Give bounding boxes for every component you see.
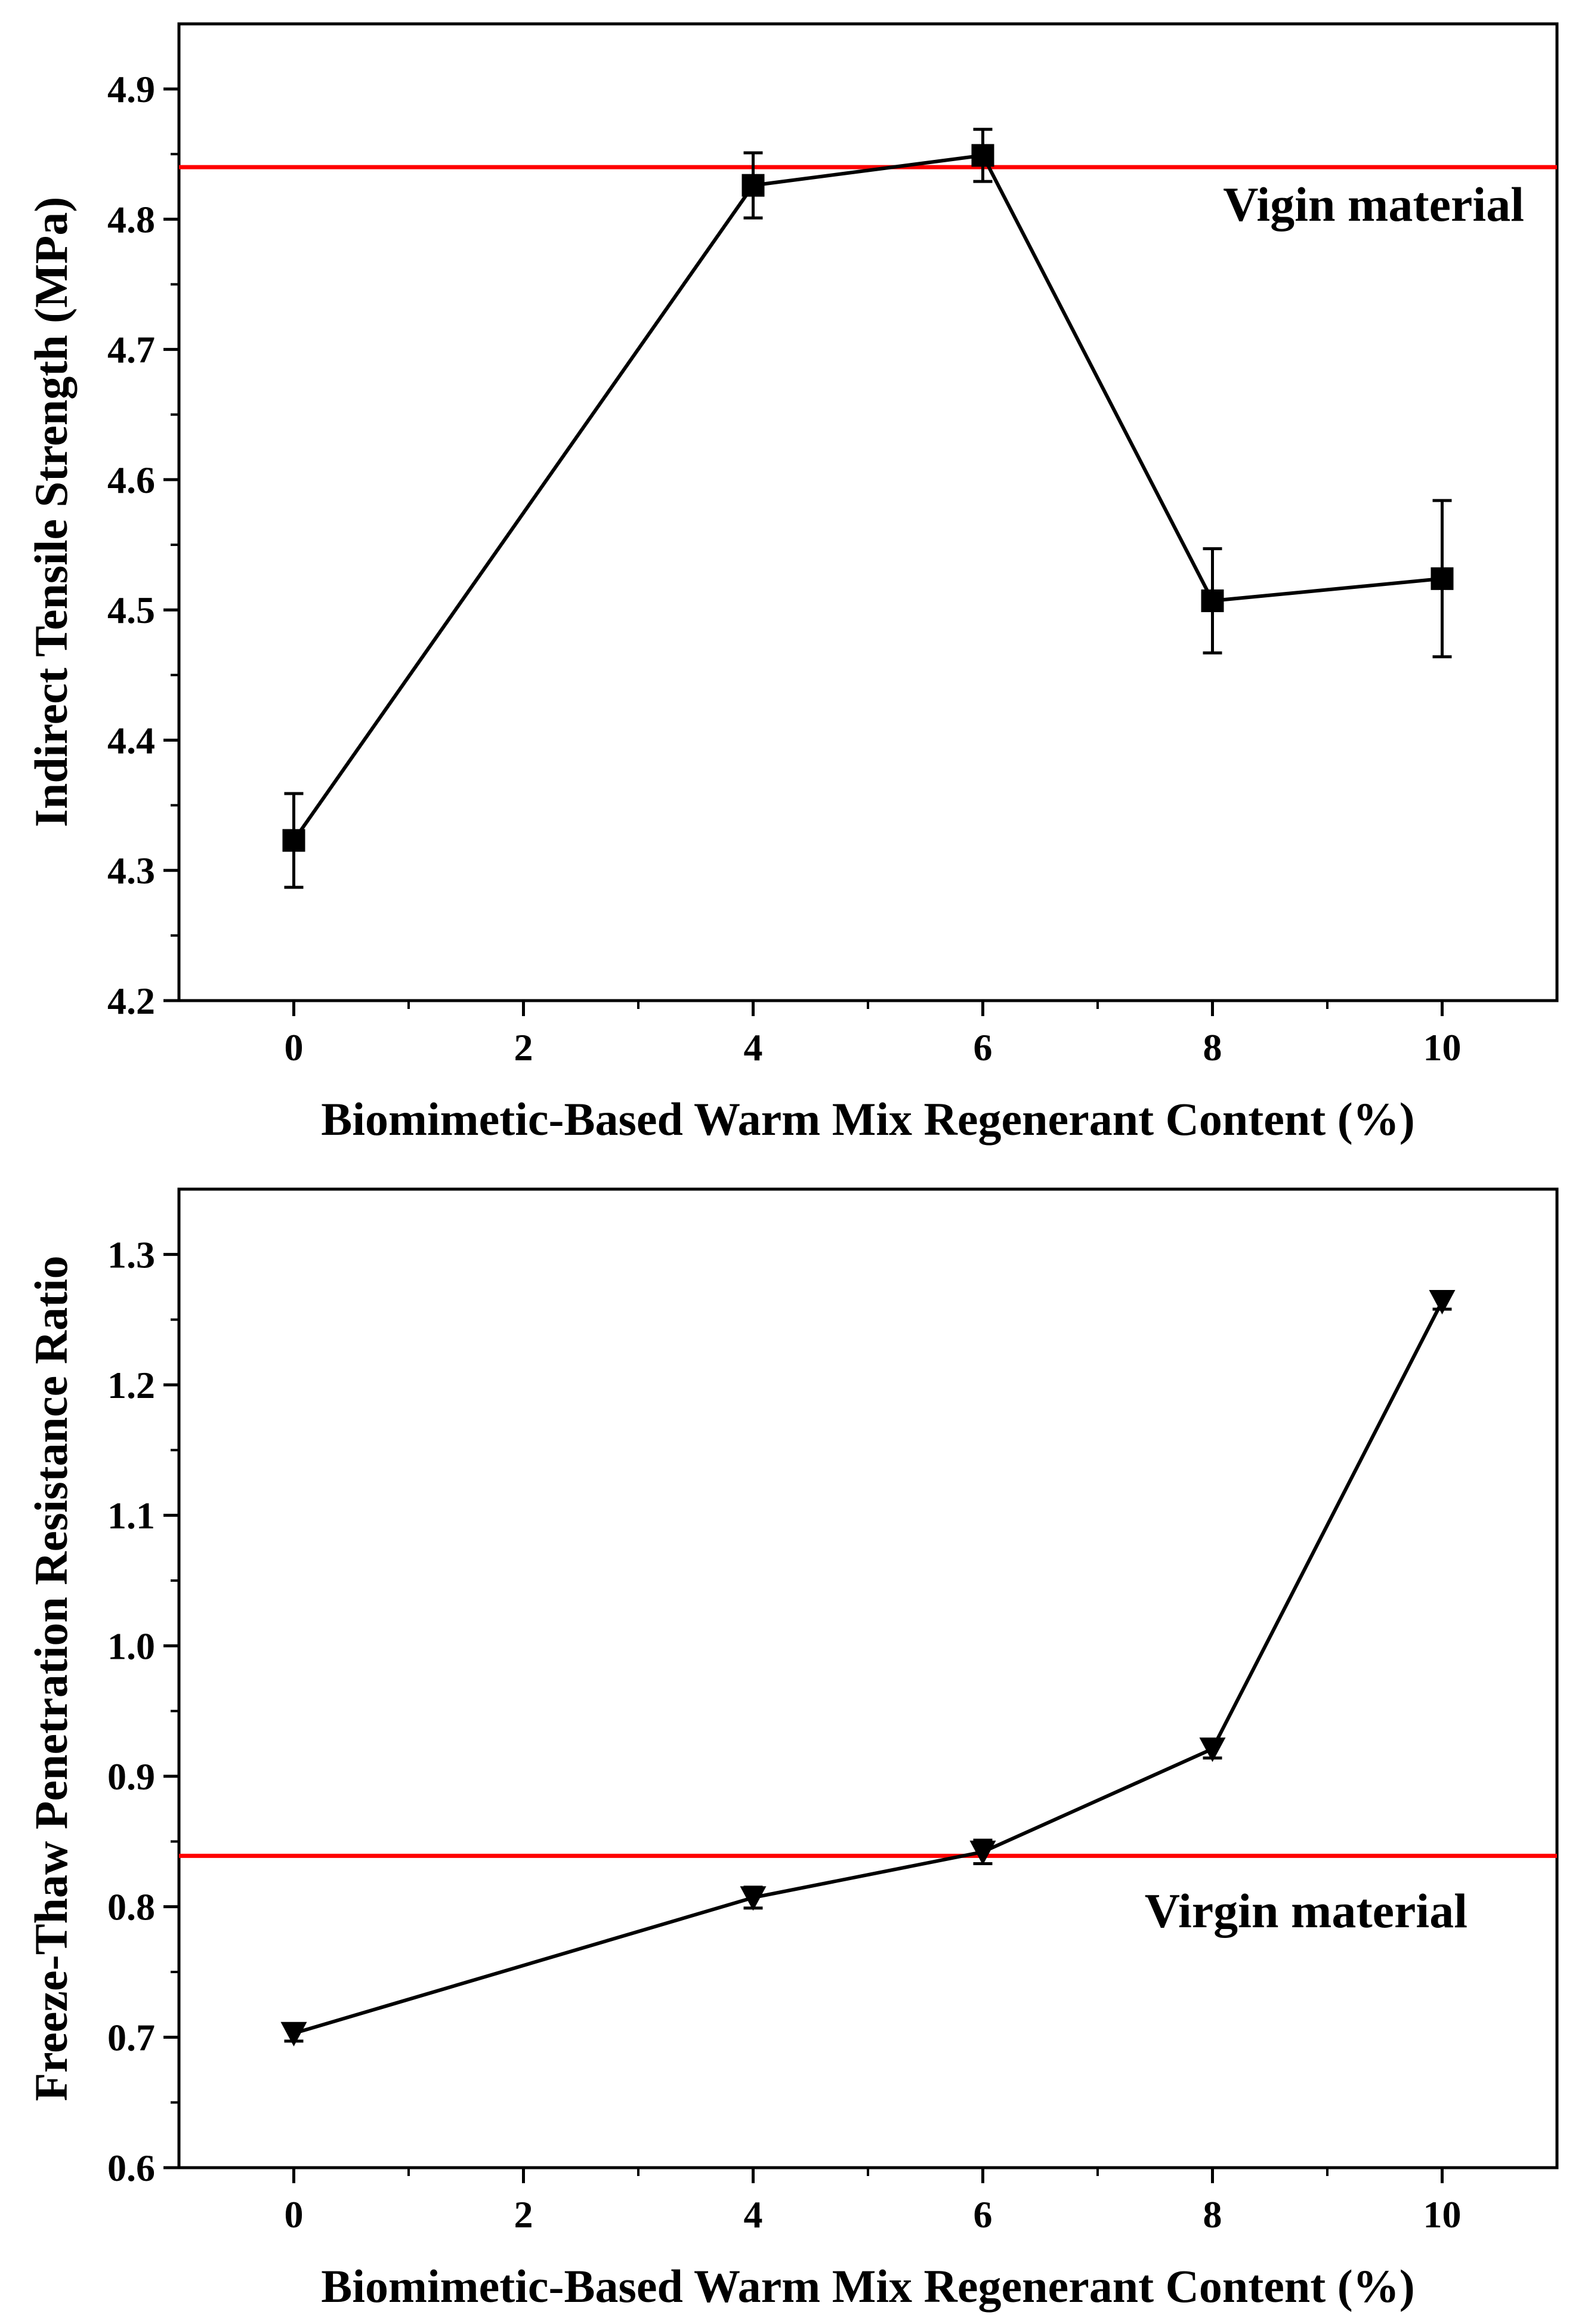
data-point	[971, 144, 994, 167]
data-point	[742, 174, 765, 197]
x-tick-label: 2	[514, 1026, 533, 1069]
x-tick-label: 8	[1203, 1026, 1222, 1069]
y-tick-label: 4.5	[107, 589, 155, 631]
x-tick-label: 4	[744, 2193, 763, 2236]
y-tick-label: 4.3	[107, 850, 155, 892]
x-tick-label: 0	[285, 1026, 304, 1069]
plot-frame	[177, 1187, 1559, 2169]
x-tick-label: 10	[1423, 1026, 1462, 1069]
axis-ticks: 0 2 4 6 8 10 0.6 0.7 0.8 0.9 1.0 1.1 1.2 1.3	[107, 1233, 1462, 2236]
axis-ticks: 0 2 4 6 8 10 4.2 4.3 4.4 4.5 4.6 4.7 4.8 4.9	[107, 68, 1462, 1069]
x-tick-label: 10	[1423, 2193, 1462, 2236]
y-tick-label: 1.2	[107, 1364, 155, 1406]
x-tick-label: 6	[974, 1026, 993, 1069]
panel-indirect-tensile-strength: 0 2 4 6 8 10 4.2 4.3 4.4 4.5 4.6 4.7 4.8 4.9 Vigin ma…	[25, 22, 1559, 1145]
x-axis-label: Biomimetic-Based Warm Mix Regenerant Con…	[321, 1093, 1414, 1145]
y-tick-label: 0.9	[107, 1755, 155, 1798]
data-point	[740, 1886, 767, 1911]
x-tick-label: 6	[974, 2193, 993, 2236]
reference-line-group: Vigin material	[179, 165, 1557, 232]
series-line	[292, 153, 1442, 842]
y-tick-label: 1.1	[107, 1495, 155, 1537]
data-point	[1199, 1737, 1226, 1763]
reference-line-label: Virgin material	[1145, 1884, 1467, 1938]
reference-line-group: Virgin material	[179, 1853, 1557, 1938]
data-point	[282, 829, 305, 852]
data-point	[1431, 567, 1454, 590]
y-tick-label: 0.6	[107, 2147, 155, 2189]
series-group	[280, 1290, 1456, 2047]
x-tick-label: 8	[1203, 2193, 1222, 2236]
y-tick-label: 4.9	[107, 68, 155, 110]
data-point	[280, 2021, 307, 2047]
panel-freeze-thaw-ratio: 0 2 4 6 8 10 0.6 0.7 0.8 0.9 1.0 1.1 1.2 1.3 Virgin m…	[25, 1187, 1559, 2312]
reference-line-label: Vigin material	[1223, 177, 1524, 232]
y-axis-label: Freeze-Thaw Penetration Resistance Ratio	[25, 1255, 77, 2101]
y-tick-label: 4.2	[107, 980, 155, 1022]
y-tick-label: 1.3	[107, 1233, 155, 1276]
y-tick-label: 4.8	[107, 198, 155, 240]
data-point	[1429, 1290, 1456, 1315]
data-point	[969, 1840, 996, 1865]
y-tick-label: 4.4	[107, 719, 155, 761]
y-axis-label: Indirect Tensile Strength (MPa)	[25, 197, 77, 828]
x-tick-label: 4	[744, 1026, 763, 1069]
y-tick-label: 0.7	[107, 2016, 155, 2058]
y-tick-label: 0.8	[107, 1886, 155, 1928]
series-group	[282, 128, 1454, 889]
y-tick-label: 1.0	[107, 1625, 155, 1667]
y-tick-label: 4.7	[107, 329, 155, 371]
x-tick-label: 0	[285, 2193, 304, 2236]
y-tick-label: 4.6	[107, 459, 155, 501]
data-point	[1201, 589, 1224, 612]
x-tick-label: 2	[514, 2193, 533, 2236]
x-axis-label: Biomimetic-Based Warm Mix Regenerant Con…	[321, 2260, 1414, 2312]
